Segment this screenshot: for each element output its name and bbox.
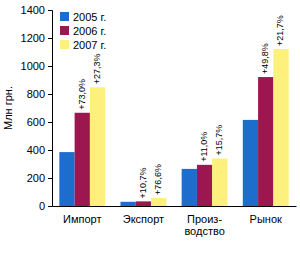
bars <box>59 49 288 206</box>
growth-label: +49,8% <box>260 43 270 74</box>
legend-label: 2006 г. <box>73 25 106 37</box>
y-tick: 600 <box>27 116 52 128</box>
y-tick: 200 <box>27 172 52 184</box>
y-tick: 1000 <box>21 60 52 72</box>
series <box>90 49 289 206</box>
y-tick: 800 <box>27 88 52 100</box>
y-tick: 1400 <box>21 4 52 16</box>
growth-label: +73,0% <box>77 79 87 110</box>
legend-swatch <box>60 12 69 21</box>
y-tick-mark <box>48 38 52 39</box>
series <box>75 77 274 206</box>
x-tick: Импорт <box>63 206 101 225</box>
growth-label: +15,7% <box>214 125 224 156</box>
bar <box>75 113 90 206</box>
y-axis-line <box>48 11 53 207</box>
growth-label: +76,6% <box>153 164 163 195</box>
y-tick: 400 <box>27 144 52 156</box>
y-tick-mark <box>48 66 52 67</box>
y-tick-label: 200 <box>27 172 45 184</box>
y-tick-label: 1000 <box>21 60 45 72</box>
annotations: +73,0% +10,7% +11,0% +49,8% +27,3% +76,6% +15,… <box>77 15 286 198</box>
legend-item: 2005 г. <box>60 11 106 23</box>
legend-swatch <box>60 40 69 49</box>
y-tick-label: 0 <box>39 200 45 212</box>
bar <box>243 120 258 206</box>
bar <box>212 158 227 206</box>
x-tick: Произ-водство <box>184 206 224 237</box>
y-tick-label: 800 <box>27 88 45 100</box>
y-axis: 0 200 400 600 800 1000 1200 1400 <box>21 4 53 212</box>
bar <box>120 202 135 206</box>
bar <box>136 201 151 206</box>
y-tick-mark <box>48 94 52 95</box>
x-tick: Экспорт <box>123 206 164 225</box>
x-tick: Рынок <box>250 206 282 225</box>
legend-label: 2005 г. <box>73 11 106 23</box>
legend: 2005 г. 2006 г. 2007 г. <box>60 11 106 51</box>
chart: 0 200 400 600 800 1000 1200 1400 Импорт Экспорт Пр… <box>0 0 300 253</box>
plot-area: 0 200 400 600 800 1000 1200 1400 Импорт Экспорт Пр… <box>2 4 297 237</box>
bar <box>151 198 166 206</box>
growth-label: +10,7% <box>138 168 148 199</box>
legend-item: 2007 г. <box>60 39 106 51</box>
legend-label: 2007 г. <box>73 39 106 51</box>
growth-label: +27,3% <box>92 53 102 84</box>
y-tick: 1200 <box>21 32 52 44</box>
growth-label: +11,0% <box>199 132 209 162</box>
y-tick-mark <box>48 122 52 123</box>
y-axis-title: Млн грн. <box>2 86 14 130</box>
bar <box>258 77 273 206</box>
legend-item: 2006 г. <box>60 25 106 37</box>
y-tick-mark <box>48 178 52 179</box>
y-tick-label: 1400 <box>21 4 45 16</box>
y-tick-mark <box>48 150 52 151</box>
legend-swatch <box>60 26 69 35</box>
x-tick-label: Рынок <box>250 213 282 225</box>
bar <box>197 165 212 206</box>
x-tick-label: Импорт <box>63 213 101 225</box>
x-axis-line <box>53 206 297 207</box>
bar <box>273 49 288 206</box>
y-tick-mark <box>48 206 52 207</box>
x-tick-label: Произ-водство <box>184 213 224 237</box>
y-tick-label: 400 <box>27 144 45 156</box>
growth-label: +21,7% <box>275 15 285 46</box>
x-axis: Импорт Экспорт Произ-водство Рынок <box>53 206 297 237</box>
y-tick-label: 1200 <box>21 32 45 44</box>
bar <box>182 169 197 206</box>
bar <box>90 87 105 206</box>
bar <box>59 152 74 206</box>
y-tick-label: 600 <box>27 116 45 128</box>
x-tick-label: Экспорт <box>123 213 164 225</box>
y-tick: 0 <box>39 200 52 212</box>
y-tick-mark <box>48 10 52 11</box>
